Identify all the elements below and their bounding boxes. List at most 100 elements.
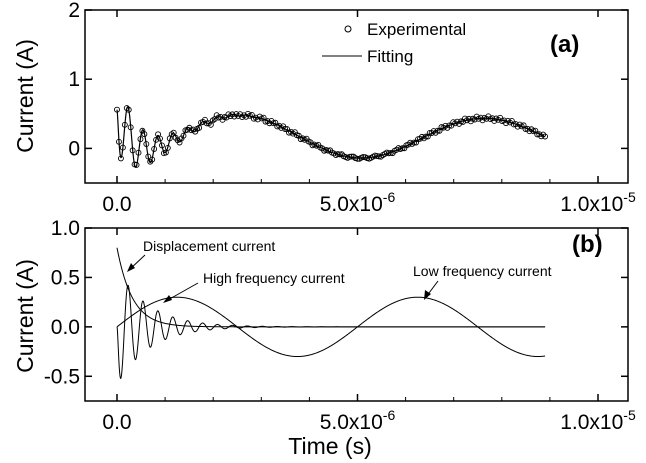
experimental-point: [153, 136, 160, 143]
experimental-point: [254, 116, 261, 123]
experimental-point: [151, 146, 158, 152]
experimental-point: [227, 113, 234, 120]
panel-a: 012 0.0 5.0x10-6 1.0x10-5 Current (A) (a) …: [12, 0, 636, 216]
annotation-arrow-high-frequency: [165, 282, 199, 302]
experimental-point: [540, 131, 547, 138]
x-tick-label-2: 1.0x10-5: [560, 407, 636, 434]
experimental-point: [428, 130, 435, 136]
panel-b: -0.5 0.0 0.5 1.0 0.0 5.0x10-6 1.0x10-5 Curren…: [12, 217, 636, 459]
experimental-point: [434, 127, 441, 134]
x-tick-label-mantissa: 1.0x10: [560, 411, 623, 434]
y-tick-label-1: 1: [68, 68, 80, 91]
x-tick-label-1: 5.0x10-6: [320, 189, 396, 216]
series-displacement-current: [116, 247, 546, 328]
experimental-point: [516, 121, 523, 128]
experimental-point: [143, 141, 150, 147]
experimental-point: [282, 126, 289, 132]
x-tick-label-exponent: -6: [383, 407, 396, 423]
experimental-point: [440, 124, 447, 131]
experimental-point: [422, 133, 429, 140]
experimental-point: [133, 161, 140, 168]
arrowhead-displacement: [127, 263, 135, 272]
y-tick-label-0: 0: [68, 137, 80, 160]
experimental-point: [239, 114, 246, 120]
x-tick-labels-a: 0.0 5.0x10-6 1.0x10-5: [102, 189, 636, 216]
experimental-point: [149, 156, 156, 163]
y-tick-labels-b: -0.5 0.0 0.5 1.0: [44, 217, 80, 388]
component-curves: [116, 247, 546, 380]
experimental-point: [203, 120, 210, 127]
experimental-point: [164, 144, 171, 151]
y-tick-label-3: 1.0: [51, 217, 80, 240]
experimental-point: [127, 124, 134, 131]
experimental-point: [411, 139, 418, 146]
experimental-point: [137, 136, 144, 143]
experimental-point: [497, 114, 504, 121]
experimental-point: [393, 146, 400, 153]
x-tick-label-exponent: -5: [623, 189, 636, 205]
experimental-point: [123, 105, 130, 111]
experimental-point: [225, 111, 232, 118]
experimental-point: [374, 153, 380, 160]
experimental-point: [471, 116, 478, 123]
experimental-point: [196, 124, 203, 131]
experimental-point: [446, 122, 453, 129]
experimental-point: [430, 128, 437, 135]
panel-label-a: (a): [550, 31, 579, 58]
experimental-point: [129, 147, 136, 154]
x-tick-label-mantissa: 1.0x10: [560, 193, 623, 216]
experimental-point: [526, 128, 533, 135]
plot-frame-a: [84, 9, 629, 184]
experimental-point: [114, 106, 120, 113]
experimental-point: [354, 155, 361, 162]
experimental-point: [245, 110, 251, 117]
annotation-high-frequency: High frequency current: [203, 270, 345, 286]
experimental-point: [442, 122, 449, 129]
y-tick-label-2: 2: [68, 0, 80, 22]
arrowhead-low-frequency: [424, 290, 431, 300]
x-tick-label-mantissa: 0.0: [102, 193, 131, 216]
experimental-point: [116, 138, 122, 145]
series-low-frequency-current: [116, 296, 546, 358]
experimental-point: [346, 153, 353, 160]
experimental-point: [405, 141, 412, 148]
y-tick-labels-a: 0 1 2: [68, 0, 80, 160]
experimental-point: [399, 145, 406, 152]
experimental-point: [235, 112, 242, 119]
legend: Experimental Fitting: [322, 20, 466, 66]
experimental-point: [121, 121, 128, 128]
legend-marker-experimental: [344, 25, 352, 33]
experimental-point: [528, 126, 535, 133]
experimental-point: [145, 153, 152, 160]
experimental-point: [180, 132, 187, 139]
tick-marks-a: [85, 9, 628, 183]
experimental-point: [291, 129, 298, 136]
experimental-point: [141, 131, 148, 138]
x-tick-label-0: 0.0: [102, 411, 131, 434]
y-tick-label-2: 0.5: [51, 266, 80, 289]
x-axis-title-b: Time (s): [288, 433, 371, 459]
experimental-point: [159, 142, 165, 149]
plot-frame-b: [84, 227, 629, 402]
experimental-point: [360, 154, 367, 160]
x-tick-label-1: 5.0x10-6: [320, 407, 396, 434]
experimental-point: [119, 144, 126, 151]
x-tick-label-exponent: -5: [623, 407, 636, 423]
tick-marks-b: [85, 227, 628, 401]
experimental-point: [157, 135, 163, 142]
experimental-point: [243, 113, 249, 120]
legend-label-fitting: Fitting: [367, 47, 413, 66]
experimental-point: [125, 106, 132, 113]
x-tick-label-0: 0.0: [102, 193, 131, 216]
experimental-point: [233, 111, 240, 118]
experimental-point: [348, 153, 355, 160]
x-tick-label-mantissa: 0.0: [102, 411, 131, 434]
experimental-point: [252, 114, 259, 121]
experimental-point: [542, 133, 549, 140]
y-axis-title-a: Current (A): [12, 39, 38, 153]
experimental-points: [114, 105, 549, 168]
x-tick-label-mantissa: 5.0x10: [320, 411, 383, 434]
experimental-point: [417, 135, 423, 142]
x-tick-label-exponent: -6: [383, 189, 396, 205]
